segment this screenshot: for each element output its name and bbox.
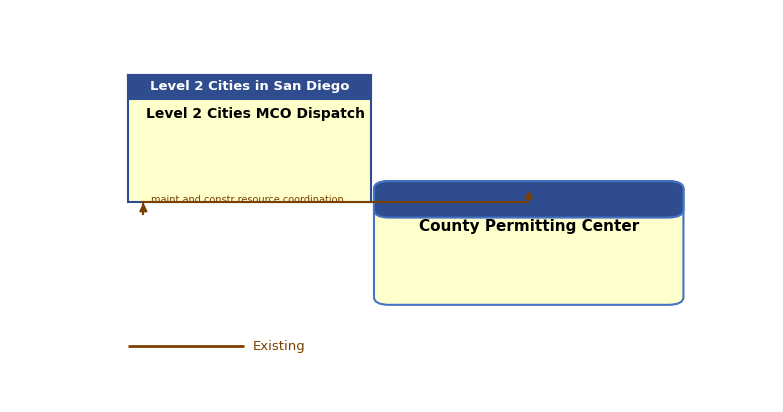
Text: Level 2 Cities MCO Dispatch: Level 2 Cities MCO Dispatch bbox=[146, 107, 366, 121]
FancyBboxPatch shape bbox=[128, 75, 371, 98]
FancyBboxPatch shape bbox=[128, 75, 371, 202]
Text: County Permitting Center: County Permitting Center bbox=[419, 219, 639, 234]
FancyBboxPatch shape bbox=[374, 181, 684, 305]
Text: Level 2 Cities in San Diego: Level 2 Cities in San Diego bbox=[150, 80, 349, 93]
FancyBboxPatch shape bbox=[390, 199, 668, 210]
Text: maint and constr resource coordination: maint and constr resource coordination bbox=[150, 195, 344, 205]
FancyBboxPatch shape bbox=[374, 181, 684, 218]
Text: Existing: Existing bbox=[253, 339, 305, 353]
